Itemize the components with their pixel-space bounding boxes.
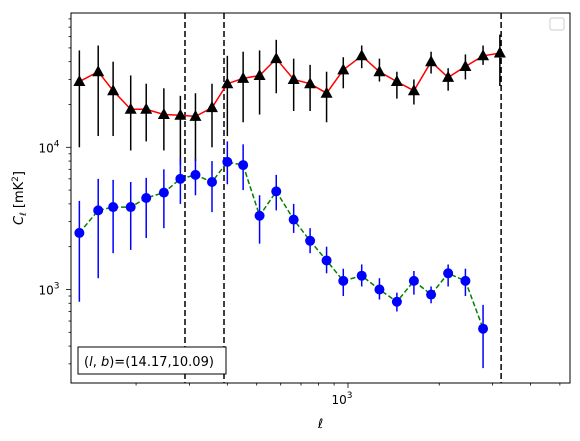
data-point-triangle: [221, 77, 234, 89]
x-axis-label: ℓ: [317, 417, 323, 432]
data-point-triangle: [477, 49, 490, 61]
x-tick-label: 103: [331, 391, 352, 407]
data-point-circle: [356, 270, 367, 281]
data-point-circle: [460, 275, 471, 286]
data-point-circle: [108, 202, 119, 213]
data-point-circle: [321, 255, 332, 266]
data-point-triangle: [253, 68, 266, 80]
data-point-triangle: [189, 109, 202, 121]
data-point-circle: [305, 235, 316, 246]
axis-labels: 103 103 104 ℓ Cℓ [mK2] (l, b)=(14.17,10.09): [11, 139, 352, 432]
data-point-circle: [125, 202, 136, 213]
data-point-circle: [222, 156, 233, 167]
data-point-circle: [175, 173, 186, 184]
data-point-triangle: [425, 55, 438, 67]
data-point-circle: [206, 177, 217, 188]
data-point-circle: [238, 160, 249, 171]
data-point-circle: [426, 289, 437, 300]
data-point-circle: [271, 186, 282, 197]
data-point-triangle: [355, 49, 368, 61]
data-point-triangle: [459, 60, 472, 72]
data-point-triangle: [107, 84, 120, 96]
data-point-triangle: [205, 101, 218, 113]
data-point-triangle: [92, 65, 105, 77]
data-point-triangle: [237, 71, 250, 83]
legend-box: [549, 17, 565, 31]
axes-frame: [70, 12, 571, 384]
axes-border: [70, 12, 571, 384]
data-point-circle: [338, 275, 349, 286]
data-point-triangle: [140, 102, 153, 114]
data-point-circle: [478, 323, 489, 334]
plot-area: [73, 13, 506, 383]
data-point-triangle: [270, 52, 283, 64]
data-point-circle: [391, 296, 402, 307]
data-point-triangle: [407, 84, 420, 96]
data-point-triangle: [174, 108, 187, 120]
data-point-triangle: [320, 86, 333, 98]
data-point-circle: [190, 169, 201, 180]
y-tick-label: 104: [38, 139, 59, 155]
data-point-circle: [74, 227, 85, 238]
data-point-triangle: [287, 72, 300, 84]
y-axis-label: Cℓ [mK2]: [11, 171, 29, 225]
y-tick-label: 103: [38, 281, 59, 297]
data-point-triangle: [442, 70, 455, 82]
data-point-circle: [374, 284, 385, 295]
series-line: [79, 52, 501, 118]
data-point-triangle: [304, 77, 317, 89]
data-point-circle: [254, 210, 265, 221]
data-point-circle: [158, 187, 169, 198]
data-point-circle: [93, 205, 104, 216]
data-point-triangle: [373, 65, 386, 77]
annotation-text: (l, b)=(14.17,10.09): [84, 355, 214, 370]
data-point-circle: [288, 214, 299, 225]
series-line: [78, 161, 484, 329]
data-point-triangle: [337, 63, 350, 75]
data-point-triangle: [157, 108, 170, 120]
data-point-circle: [408, 275, 419, 286]
data-point-triangle: [390, 75, 403, 87]
annotation-box: [77, 346, 227, 375]
axis-ticks: [66, 18, 561, 388]
data-point-circle: [443, 268, 454, 279]
data-point-circle: [141, 193, 152, 203]
data-point-triangle: [73, 75, 86, 87]
data-point-triangle: [124, 102, 137, 114]
data-point-triangle: [493, 46, 506, 58]
